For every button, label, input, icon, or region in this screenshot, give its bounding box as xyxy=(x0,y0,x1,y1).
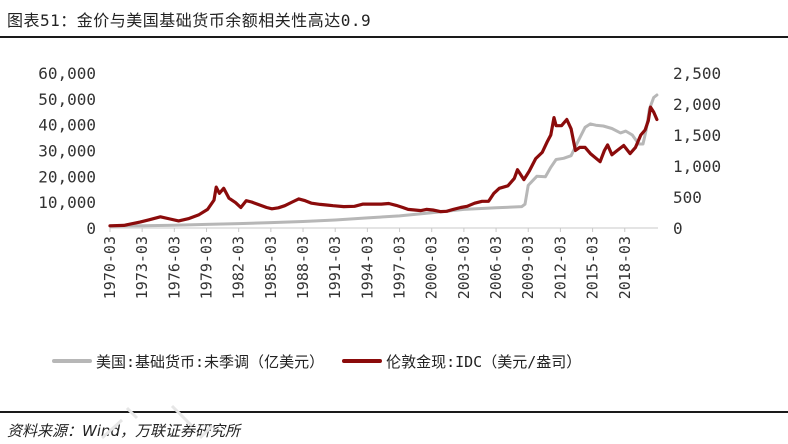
y-right-tick-label: 2,500 xyxy=(673,64,721,83)
x-tick-label: 1988-03 xyxy=(294,236,312,299)
y-right-tick-label: 1,500 xyxy=(673,126,721,145)
legend-swatch-gray xyxy=(52,359,92,363)
legend-item-gold: 伦敦金现:IDC（美元/盎司） xyxy=(342,351,581,372)
title-bar: 图表51：金价与美国基础货币余额相关性高达0.9 xyxy=(0,0,788,34)
title-rule xyxy=(0,36,788,38)
watermark-logo xyxy=(100,404,214,440)
x-tick-label: 2018-03 xyxy=(616,236,634,299)
source-note: 资料来源：Wind，万联证券研究所 xyxy=(7,422,241,440)
chart: 0 10,000 20,000 30,000 40,000 50,000 60,000 0 50… xyxy=(38,64,721,299)
y-right-tick-label: 500 xyxy=(673,188,702,207)
x-tick-label: 2003-03 xyxy=(455,236,473,299)
source-rule xyxy=(0,411,788,413)
y-left-tick-label: 40,000 xyxy=(38,116,96,135)
legend: 美国:基础货币:未季调（亿美元） 伦敦金现:IDC（美元/盎司） xyxy=(52,350,599,372)
y-right-tick-label: 0 xyxy=(673,219,683,238)
chart-title: 图表51：金价与美国基础货币余额相关性高达0.9 xyxy=(7,11,372,30)
x-tick-label: 2012-03 xyxy=(551,236,569,299)
legend-label-base-money: 美国:基础货币:未季调（亿美元） xyxy=(96,352,325,371)
y-left-tick-label: 0 xyxy=(86,219,96,238)
x-tick-label: 2006-03 xyxy=(487,236,505,299)
x-tick-label: 2009-03 xyxy=(519,236,537,299)
y-right-tick-label: 1,000 xyxy=(673,157,721,176)
x-tick-label: 1973-03 xyxy=(133,236,151,299)
x-tick-label: 1970-03 xyxy=(101,236,119,299)
x-tick-label: 1976-03 xyxy=(165,236,183,299)
y-left-tick-label: 50,000 xyxy=(38,90,96,109)
x-tick-label: 1979-03 xyxy=(198,236,216,299)
x-tick-label: 1991-03 xyxy=(326,236,344,299)
y-left-tick-label: 60,000 xyxy=(38,64,96,83)
x-tick-label: 1997-03 xyxy=(391,236,409,299)
y-right-tick-label: 2,000 xyxy=(673,95,721,114)
series-line-base-money xyxy=(108,93,659,228)
x-tick-label: 2015-03 xyxy=(584,236,602,299)
y-left-tick-label: 10,000 xyxy=(38,193,96,212)
x-tick-label: 1994-03 xyxy=(358,236,376,299)
x-tick-label: 1982-03 xyxy=(230,236,248,299)
legend-item-base-money: 美国:基础货币:未季调（亿美元） xyxy=(52,351,324,372)
series-line-gold xyxy=(108,105,659,228)
x-tick-label: 1985-03 xyxy=(262,236,280,299)
legend-swatch-red xyxy=(342,359,383,363)
y-left-tick-label: 30,000 xyxy=(38,142,96,161)
x-tick-label: 2000-03 xyxy=(423,236,441,299)
y-left-tick-label: 20,000 xyxy=(38,167,96,186)
legend-label-gold: 伦敦金现:IDC（美元/盎司） xyxy=(386,352,582,371)
